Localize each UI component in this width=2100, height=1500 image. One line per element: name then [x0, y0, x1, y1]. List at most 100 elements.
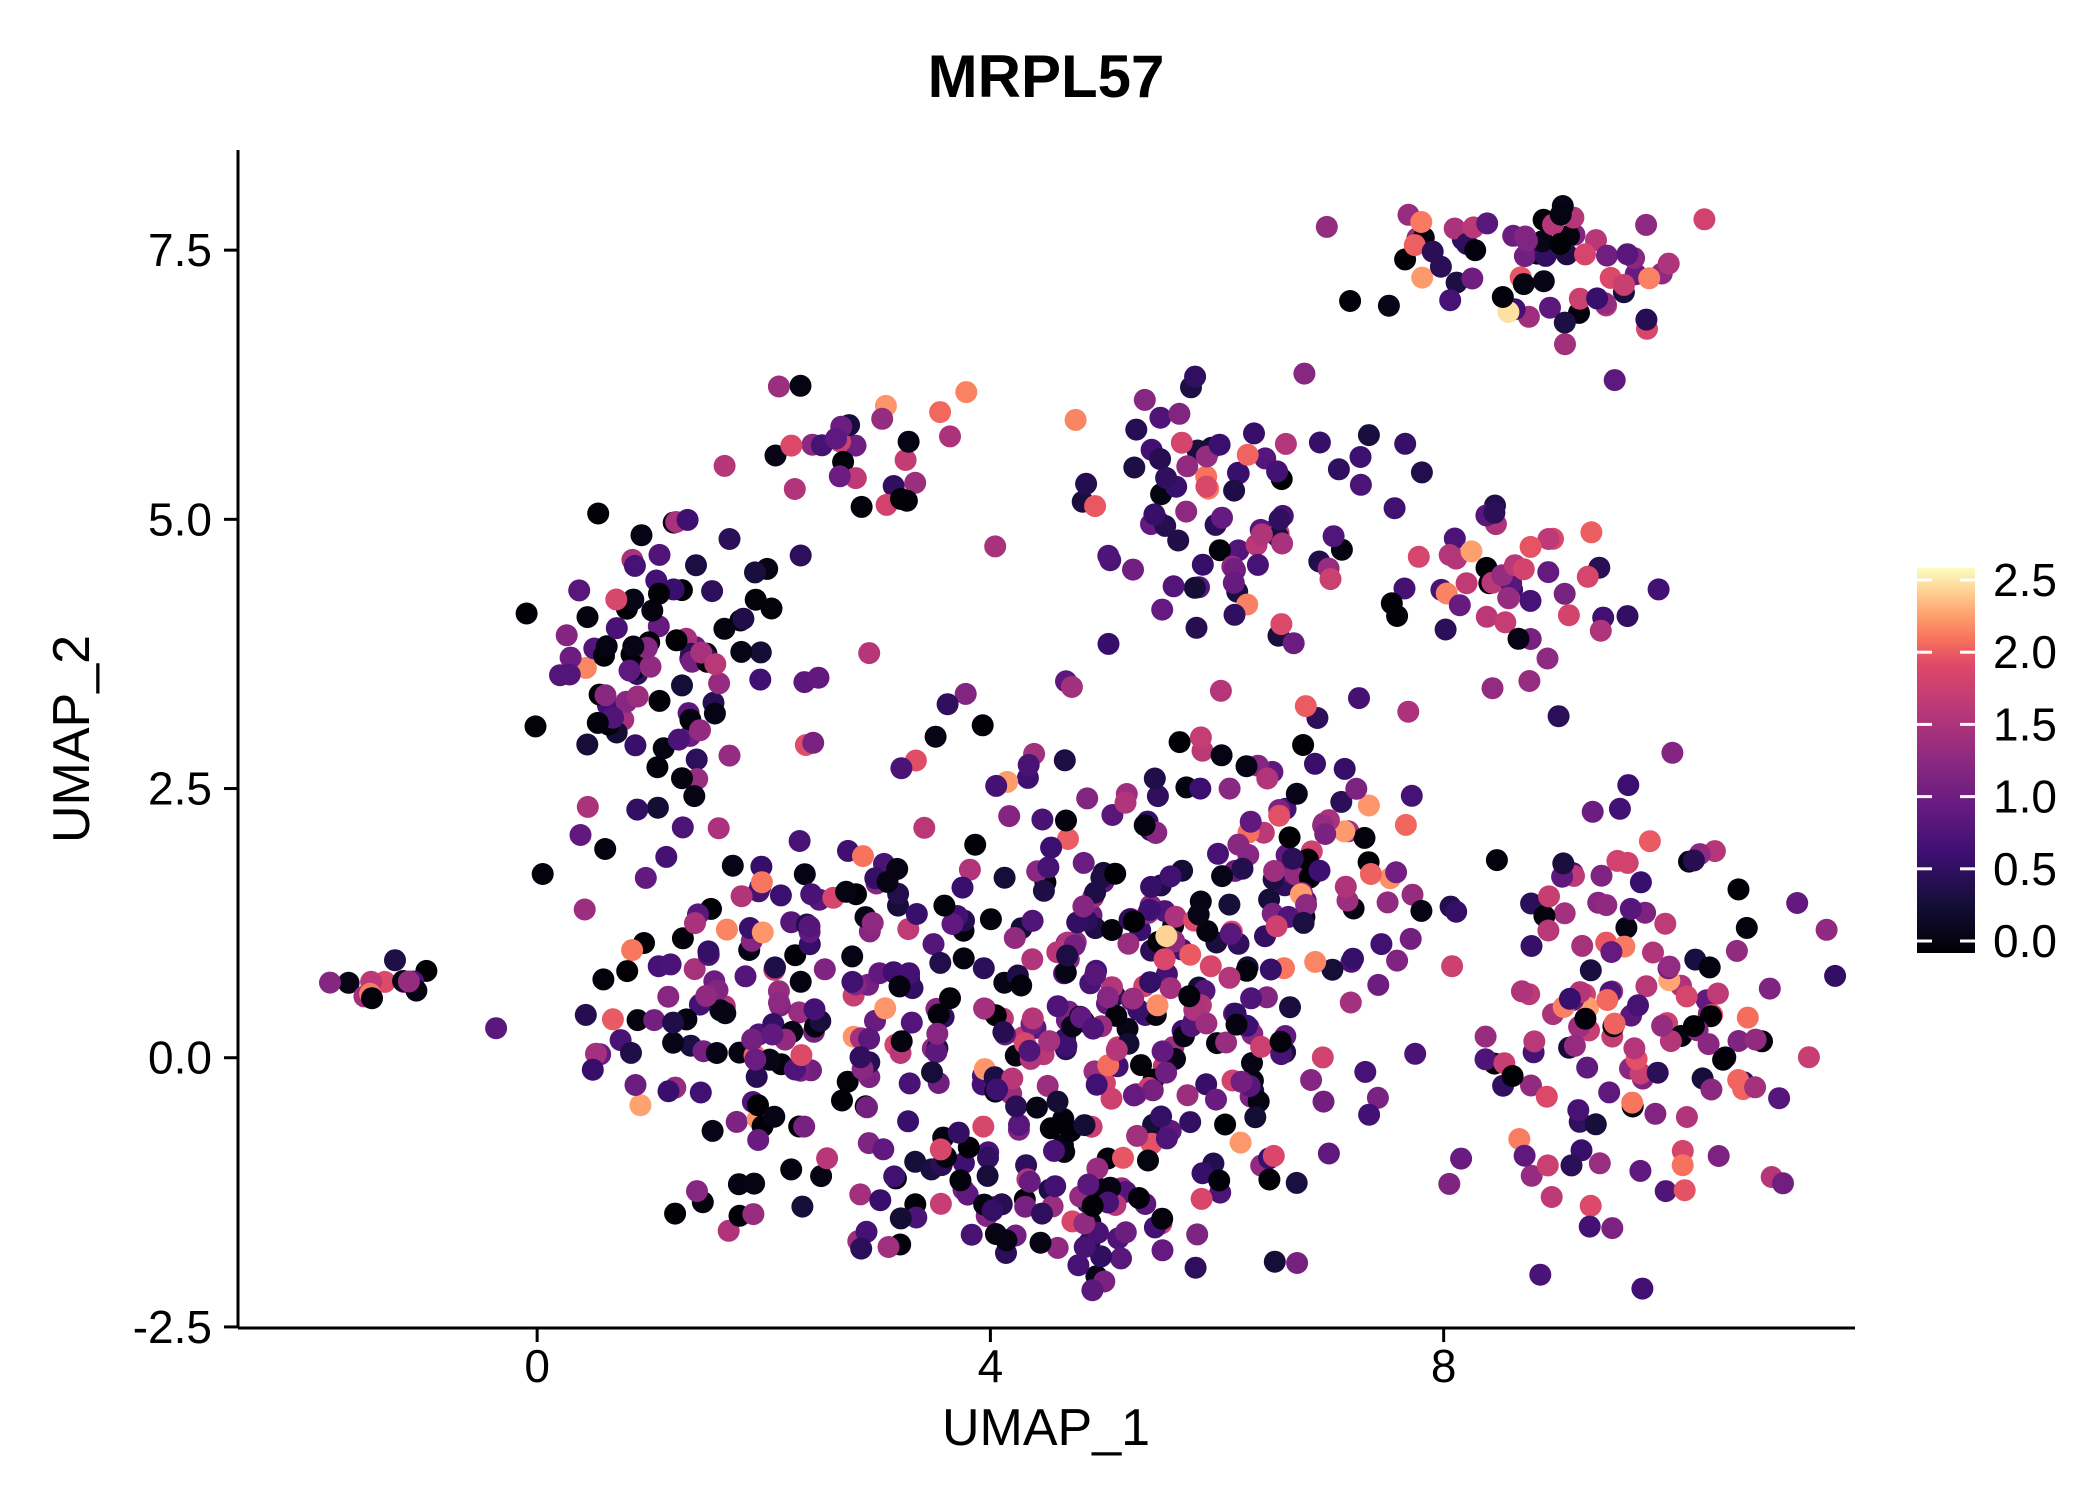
data-point	[630, 524, 653, 547]
data-point	[972, 1115, 995, 1138]
data-point	[747, 1094, 769, 1117]
data-point	[1128, 1187, 1150, 1209]
data-point	[1438, 544, 1461, 566]
data-point	[1606, 849, 1629, 872]
data-point	[929, 401, 952, 424]
data-point	[836, 1070, 859, 1093]
data-point	[1244, 1106, 1267, 1129]
legend-tick-label: 1.0	[1993, 771, 2057, 823]
data-point	[361, 987, 383, 1010]
data-point	[977, 1146, 999, 1169]
data-point	[685, 554, 707, 577]
data-point	[1450, 1147, 1473, 1170]
data-point	[1736, 1006, 1759, 1029]
data-point	[1214, 1113, 1237, 1136]
data-point	[1824, 964, 1847, 987]
data-point	[1370, 933, 1393, 956]
data-point	[1308, 431, 1331, 454]
data-point	[1021, 948, 1044, 971]
data-point	[992, 1021, 1015, 1044]
data-point	[1271, 532, 1294, 555]
data-point	[646, 756, 669, 779]
data-point	[629, 1094, 652, 1117]
data-point	[1292, 911, 1315, 934]
data-point	[1560, 1154, 1583, 1177]
data-point	[1285, 1171, 1308, 1194]
data-point	[1682, 849, 1705, 872]
data-point	[1003, 927, 1026, 949]
legend-tick-label: 1.5	[1993, 698, 2057, 750]
data-point	[984, 535, 1007, 558]
data-point	[1376, 891, 1399, 914]
data-point	[889, 1207, 912, 1230]
data-point	[1250, 1035, 1273, 1058]
y-axis-label: UMAP_2	[43, 634, 101, 844]
data-point	[1661, 741, 1684, 764]
data-point	[1474, 1025, 1497, 1048]
data-point	[1151, 598, 1174, 621]
data-point	[1029, 1231, 1052, 1254]
y-tick-label: 5.0	[148, 493, 212, 545]
data-point	[1725, 939, 1748, 962]
data-point	[742, 1203, 765, 1226]
data-point	[949, 1169, 972, 1192]
data-point	[921, 1061, 943, 1084]
data-point	[1631, 1277, 1654, 1300]
data-point	[686, 1180, 708, 1203]
data-point	[1393, 577, 1416, 600]
data-point	[1230, 1070, 1253, 1093]
data-point	[1227, 461, 1249, 484]
data-point	[936, 693, 959, 716]
data-point	[624, 734, 647, 757]
data-point	[810, 1165, 833, 1188]
data-point	[1186, 1223, 1209, 1246]
data-point	[626, 1009, 649, 1032]
data-point	[1196, 920, 1219, 943]
data-point	[894, 449, 917, 471]
data-point	[835, 880, 858, 903]
data-point	[697, 940, 720, 963]
data-point	[1557, 604, 1580, 627]
data-point	[1021, 909, 1044, 932]
data-point	[1693, 208, 1716, 231]
data-point	[1225, 1013, 1248, 1036]
data-point	[621, 939, 644, 962]
data-point	[1354, 1060, 1377, 1083]
data-point	[1675, 985, 1698, 1008]
plot-title: MRPL57	[927, 43, 1165, 110]
data-point	[939, 425, 961, 448]
data-point	[768, 991, 790, 1014]
data-point	[858, 1027, 881, 1050]
data-point	[1037, 856, 1060, 879]
data-point	[1448, 594, 1471, 617]
data-point	[1576, 565, 1599, 588]
data-point	[1208, 1169, 1231, 1192]
data-point	[626, 685, 649, 708]
data-point	[1342, 947, 1364, 970]
data-point	[1151, 1207, 1174, 1230]
data-point	[1333, 820, 1356, 843]
data-point	[895, 489, 918, 512]
data-point	[1104, 862, 1127, 885]
data-point	[874, 997, 897, 1020]
data-point	[1018, 1039, 1041, 1062]
data-point	[648, 582, 670, 605]
data-point	[1032, 879, 1055, 902]
data-point	[1056, 944, 1079, 967]
data-point	[1590, 864, 1613, 887]
data-point	[605, 588, 628, 611]
data-point	[998, 805, 1021, 828]
data-point	[798, 915, 821, 938]
data-point	[816, 1147, 839, 1170]
axes	[224, 150, 1855, 1342]
data-point	[683, 785, 706, 808]
data-point	[1229, 1131, 1252, 1154]
data-point	[1085, 1073, 1108, 1096]
data-point	[793, 863, 816, 886]
data-point	[689, 1081, 712, 1104]
data-point	[831, 1089, 853, 1112]
data-point	[1046, 995, 1069, 1018]
data-point	[1175, 500, 1198, 523]
data-point	[1170, 431, 1193, 454]
data-point	[671, 674, 693, 697]
